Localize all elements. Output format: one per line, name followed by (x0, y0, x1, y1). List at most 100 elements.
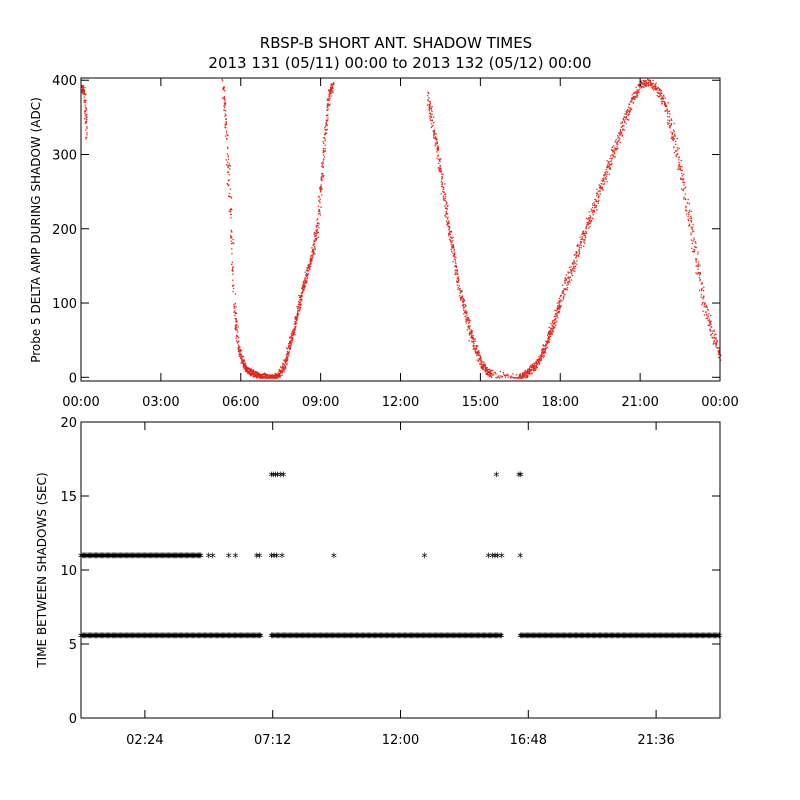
data-point (655, 82, 657, 84)
data-point (266, 374, 269, 376)
data-point (86, 113, 88, 116)
data-point (462, 303, 465, 305)
data-point: * (439, 631, 445, 645)
data-point: * (485, 551, 491, 565)
data-point (235, 326, 237, 328)
data-point (440, 193, 442, 195)
data-point: * (191, 631, 197, 645)
data-point (563, 295, 565, 297)
data-point: * (174, 631, 180, 645)
data-point (715, 333, 717, 335)
data-point: * (104, 631, 110, 645)
data-point (643, 83, 645, 85)
data-point (233, 311, 235, 313)
data-point: * (249, 631, 255, 645)
data-point (560, 295, 562, 297)
data-point: * (653, 631, 659, 645)
data-point: * (110, 551, 116, 565)
data-point: * (416, 631, 422, 645)
data-point (519, 374, 521, 376)
data-point: * (322, 631, 328, 645)
data-point (718, 356, 720, 359)
data-point (590, 210, 593, 212)
data-point (599, 186, 601, 189)
data-point: * (297, 631, 303, 645)
data-point (466, 318, 468, 321)
data-point: * (588, 631, 594, 645)
data-point: * (660, 631, 666, 645)
data-point (239, 348, 241, 351)
data-point (675, 150, 677, 152)
data-point (604, 174, 606, 176)
data-point (474, 349, 477, 351)
data-point (84, 122, 86, 124)
data-point: * (80, 551, 86, 565)
data-point (504, 374, 507, 377)
data-point (269, 374, 271, 377)
data-point (441, 177, 443, 180)
data-point (618, 136, 620, 138)
data-point: * (436, 631, 442, 645)
data-point (518, 377, 520, 379)
data-point (285, 366, 287, 368)
data-point (460, 290, 462, 292)
data-point (600, 187, 602, 189)
data-point: * (205, 631, 211, 645)
data-point: * (120, 631, 126, 645)
data-point (677, 156, 680, 159)
data-point (627, 113, 630, 115)
data-point (317, 222, 319, 224)
data-point (449, 239, 451, 241)
data-point (262, 375, 264, 378)
data-point (476, 352, 478, 354)
data-point (485, 372, 488, 375)
data-point (331, 83, 333, 85)
data-point (555, 318, 557, 320)
data-point (291, 335, 293, 337)
data-point (281, 366, 283, 368)
data-point (620, 133, 622, 135)
data-point (603, 175, 605, 177)
data-point (246, 367, 248, 369)
data-point: * (636, 631, 642, 645)
data-point (701, 282, 703, 284)
data-point (464, 310, 466, 312)
data-point (628, 110, 630, 112)
data-point (490, 370, 492, 372)
data-point (438, 158, 440, 160)
data-point (641, 86, 643, 89)
data-point: * (397, 631, 403, 645)
data-point: * (121, 631, 127, 645)
data-point (571, 269, 573, 271)
data-point (446, 223, 448, 226)
data-point (466, 314, 468, 316)
data-point (633, 92, 635, 94)
data-point (715, 344, 718, 346)
data-point (235, 321, 238, 323)
data-point (264, 377, 266, 379)
data-point (631, 108, 633, 110)
data-point (254, 373, 257, 375)
y-tick-label: 0 (69, 371, 77, 386)
data-point (695, 246, 697, 249)
data-point: * (665, 631, 671, 645)
data-point (460, 297, 462, 299)
data-point: * (398, 631, 404, 645)
data-point (607, 164, 609, 166)
data-point: * (593, 631, 599, 645)
data-point: * (447, 631, 453, 645)
data-point (512, 373, 514, 375)
data-point (539, 356, 542, 358)
data-point (310, 263, 312, 265)
data-point (602, 189, 604, 191)
data-point (591, 212, 594, 214)
data-point: * (478, 631, 484, 645)
data-point (467, 318, 470, 320)
data-point (271, 375, 273, 377)
data-point (510, 377, 512, 379)
data-point (436, 157, 438, 160)
data-point (324, 132, 326, 134)
data-point (631, 94, 633, 96)
data-point (703, 296, 705, 298)
data-point (439, 160, 441, 163)
